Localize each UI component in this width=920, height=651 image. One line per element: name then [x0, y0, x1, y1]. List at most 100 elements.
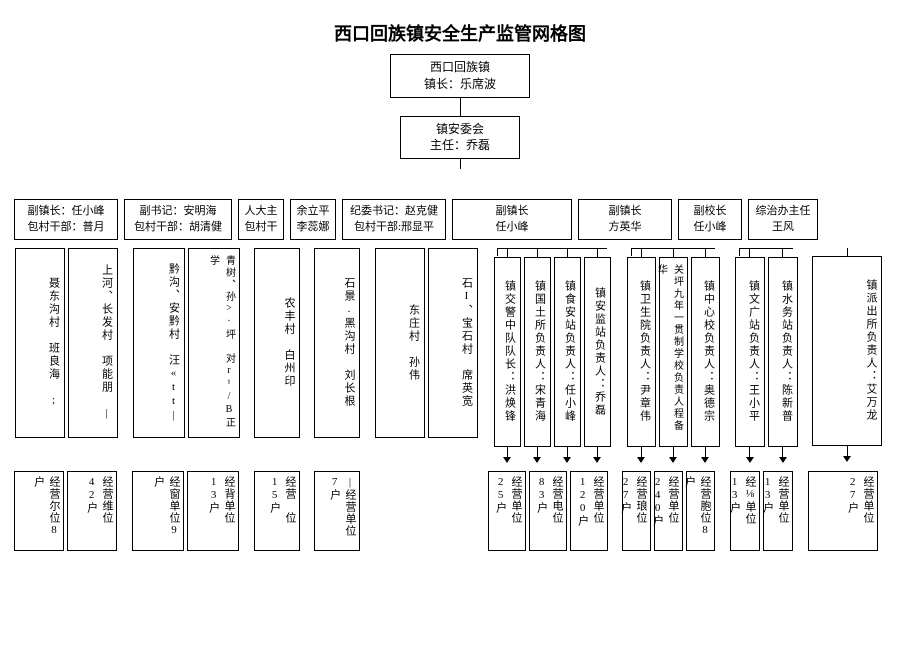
- unit-box: 经营单位27户: [808, 471, 878, 551]
- unit-box: 经营尔位8户: [14, 471, 64, 551]
- mid-line2: 李蕊娜: [295, 220, 331, 235]
- mid-line2: 包村干部：普月: [19, 220, 113, 235]
- col-item: 青树、孙>·坪 对r¹/B正学: [188, 248, 240, 438]
- vertical-column: 镇食安站负责人：任小峰: [554, 257, 581, 447]
- sub-row: 农丰村 白州印: [254, 248, 300, 438]
- arrow-down: [563, 447, 571, 463]
- mid-line1: 人大主: [243, 204, 279, 219]
- unit-box: 经营单位25户: [488, 471, 526, 551]
- col-item: 镇国土所负责人：宋青海: [524, 249, 551, 463]
- connector: [641, 249, 642, 257]
- connector-bar: [497, 248, 607, 249]
- unit-box: 经营琅位27户: [622, 471, 651, 551]
- sub-row: 镇卫生院负责人：尹章伟关坪九年一贯制学校负责人程备华镇中心校负责人：奥德宗: [627, 249, 720, 463]
- arrow-down: [503, 447, 511, 463]
- mid-box-4: 纪委书记：赵克健包村干部:邢显平: [342, 199, 446, 240]
- mid-line2: 方英华: [583, 220, 667, 235]
- connector: [782, 249, 783, 257]
- column-group-g6: 镇交警中队队长：洪焕锋镇国土所负责人：宋青海镇食安站负责人：任小峰镇安监站负责人…: [492, 248, 612, 463]
- sub-row: 黔沟、安黔村 汪«tt|青树、孙>·坪 对r¹/B正学: [133, 248, 240, 438]
- sub-row: 聂东沟村 班良海 ;上河、长发村 项能朋 |: [15, 248, 118, 438]
- connector: [567, 249, 568, 257]
- mid-line1: 纪委书记：赵克健: [347, 204, 441, 219]
- unit-group-g1: 经营尔位8户经营维位42户: [14, 471, 118, 551]
- mid-box-2: 人大主包村干: [238, 199, 284, 240]
- unit-group-g6: 经营单位25户经营电位83户经营单位120户: [488, 471, 608, 551]
- arrow-down: [701, 447, 709, 463]
- town-name: 西口回族镇: [399, 59, 521, 76]
- connector: [460, 159, 461, 169]
- unit-box: 经营 位15户: [254, 471, 300, 551]
- connector-bar: [631, 248, 715, 249]
- mid-line1: 副镇长: [583, 204, 667, 219]
- vertical-column: 关坪九年一贯制学校负责人程备华: [659, 257, 688, 447]
- unit-group-g7: 经营琅位27户经营单位240户经营胞位8户: [622, 471, 716, 551]
- mid-box-0: 副镇长：任小峰包村干部：普月: [14, 199, 118, 240]
- mid-box-7: 副校长任小峰: [678, 199, 742, 240]
- col-item: 镇派出所负责人：艾万龙: [812, 248, 882, 462]
- col-item: 石景.黑沟村 刘长根: [314, 248, 360, 438]
- vertical-column: 石景.黑沟村 刘长根: [314, 248, 360, 438]
- unit-box: 经营单位120户: [570, 471, 608, 551]
- sub-row: 镇文广站负责人：王小平镇水务站负责人：陈新普: [735, 249, 798, 463]
- connector: [537, 249, 538, 257]
- sub-row: 东庄村 孙伟石I、宝石村 席英宽: [375, 248, 478, 438]
- col-item: 镇交警中队队长：洪焕锋: [494, 249, 521, 463]
- column-group-g2: 黔沟、安黔村 汪«tt|青树、孙>·坪 对r¹/B正学: [132, 248, 240, 438]
- vertical-column: 镇派出所负责人：艾万龙: [812, 256, 882, 446]
- arrow-down: [746, 447, 754, 463]
- mid-line2: 任小峰: [457, 220, 567, 235]
- columns-row: 聂东沟村 班良海 ;上河、长发村 项能朋 |黔沟、安黔村 汪«tt|青树、孙>·…: [10, 248, 910, 463]
- unit-box: 经营单位240户: [654, 471, 683, 551]
- column-group-g3: 农丰村 白州印: [254, 248, 300, 438]
- top-hierarchy: 西口回族镇 镇长：乐席波 镇安委会 主任：乔磊: [10, 54, 910, 169]
- vertical-column: 镇交警中队队长：洪焕锋: [494, 257, 521, 447]
- col-item: 镇安监站负责人：乔磊: [584, 249, 611, 463]
- col-item: 上河、长发村 项能朋 |: [68, 248, 118, 438]
- vertical-column: 聂东沟村 班良海 ;: [15, 248, 65, 438]
- column-group-g1: 聂东沟村 班良海 ;上河、长发村 项能朋 |: [14, 248, 118, 438]
- vertical-column: 黔沟、安黔村 汪«tt|: [133, 248, 185, 438]
- connector-bar: [739, 248, 793, 249]
- unit-box: 经营电位83户: [529, 471, 567, 551]
- vertical-column: 镇卫生院负责人：尹章伟: [627, 257, 656, 447]
- vertical-column: 镇中心校负责人：奥德宗: [691, 257, 720, 447]
- mid-line2: 包村干部：胡清健: [129, 220, 227, 235]
- mid-line1: 副书记：安明海: [129, 204, 227, 219]
- vertical-column: 镇文广站负责人：王小平: [735, 257, 765, 447]
- col-item: 东庄村 孙伟: [375, 248, 425, 438]
- arrow-down: [637, 447, 645, 463]
- unit-box: 经营单位13户: [763, 471, 793, 551]
- col-item: 石I、宝石村 席英宽: [428, 248, 478, 438]
- vertical-column: 镇国土所负责人：宋青海: [524, 257, 551, 447]
- vertical-column: 上河、长发村 项能朋 |: [68, 248, 118, 438]
- col-item: 镇卫生院负责人：尹章伟: [627, 249, 656, 463]
- mid-line1: 综治办主任: [753, 204, 813, 219]
- mid-box-1: 副书记：安明海包村干部：胡清健: [124, 199, 232, 240]
- sub-row: 镇派出所负责人：艾万龙: [812, 248, 882, 462]
- column-group-g9: 镇派出所负责人：艾万龙: [812, 248, 882, 462]
- vertical-column: 镇水务站负责人：陈新普: [768, 257, 798, 447]
- mid-row: 副镇长：任小峰包村干部：普月副书记：安明海包村干部：胡清健人大主包村干余立平李蕊…: [10, 199, 910, 240]
- mid-line2: 包村干部:邢显平: [347, 220, 441, 235]
- unit-group-g9: 经营单位27户: [808, 471, 878, 551]
- connector: [673, 249, 674, 257]
- town-mayor: 镇长：乐席波: [399, 76, 521, 93]
- unit-box: 经⅛单位13户: [730, 471, 760, 551]
- col-item: 镇文广站负责人：王小平: [735, 249, 765, 463]
- col-item: 黔沟、安黔村 汪«tt|: [133, 248, 185, 438]
- unit-group-g2: 经窗单位9户经背单位13户: [132, 471, 240, 551]
- chart-title: 西口回族镇安全生产监管网格图: [10, 20, 910, 46]
- vertical-column: 农丰村 白州印: [254, 248, 300, 438]
- mid-line2: 包村干: [243, 220, 279, 235]
- col-item: 镇食安站负责人：任小峰: [554, 249, 581, 463]
- col-item: 关坪九年一贯制学校负责人程备华: [659, 249, 688, 463]
- mid-line1: 副校长: [683, 204, 737, 219]
- connector: [460, 98, 461, 116]
- col-item: 农丰村 白州印: [254, 248, 300, 438]
- mid-box-5: 副镇长任小峰: [452, 199, 572, 240]
- vertical-column: 石I、宝石村 席英宽: [428, 248, 478, 438]
- col-item: 镇水务站负责人：陈新普: [768, 249, 798, 463]
- unit-box: 经窗单位9户: [132, 471, 184, 551]
- unit-box: |经营单位7户: [314, 471, 360, 551]
